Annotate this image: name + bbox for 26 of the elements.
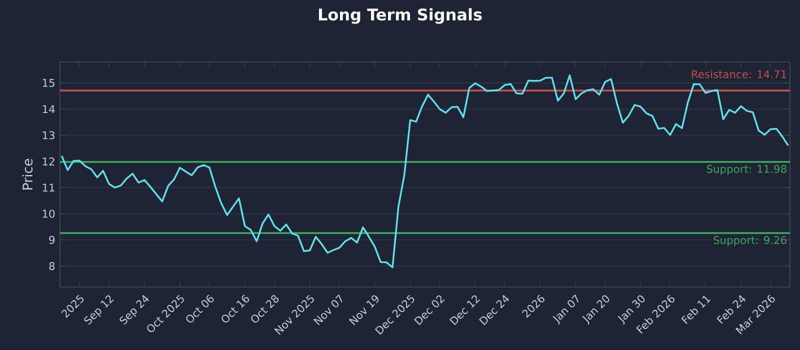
ref-line-label: Resistance: 14.71 (692, 70, 786, 78)
x-tick-label: Jan 07 (552, 294, 579, 325)
x-tick-label: Sep 12 (84, 295, 114, 325)
y-tick-label: 15 (42, 78, 54, 87)
y-tick-label: 13 (42, 131, 54, 140)
x-tick-label: Jan 20 (582, 295, 610, 325)
y-tick-label: 8 (49, 262, 55, 270)
x-tick-label: Dec 02 (414, 295, 445, 326)
x-tick-label: Oct 28 (251, 295, 279, 323)
x-tick-label: Feb 11 (681, 296, 711, 324)
x-tick-label: Nov 19 (348, 295, 379, 326)
y-tick-label: 9 (49, 236, 55, 244)
chart-title: Long Term Signals (318, 8, 482, 24)
y-tick-label: 12 (42, 157, 54, 166)
x-tick-label: Oct 16 (222, 294, 250, 323)
y-tick-label: 14 (42, 105, 55, 113)
y-tick-label: 11 (42, 184, 54, 192)
x-tick-label: Sep 24 (120, 294, 149, 325)
x-tick-label: Dec 24 (478, 294, 510, 326)
x-tick-label: Nov 07 (313, 294, 342, 326)
y-axis-title: Price (22, 158, 33, 190)
y-tick-label: 10 (42, 210, 55, 218)
x-tick-label: Oct 06 (186, 294, 214, 323)
ref-line-label: Support: 9.26 (714, 236, 786, 246)
ref-line-label: Support: 11.98 (706, 164, 786, 176)
x-tick-label: Dec 12 (449, 295, 480, 326)
